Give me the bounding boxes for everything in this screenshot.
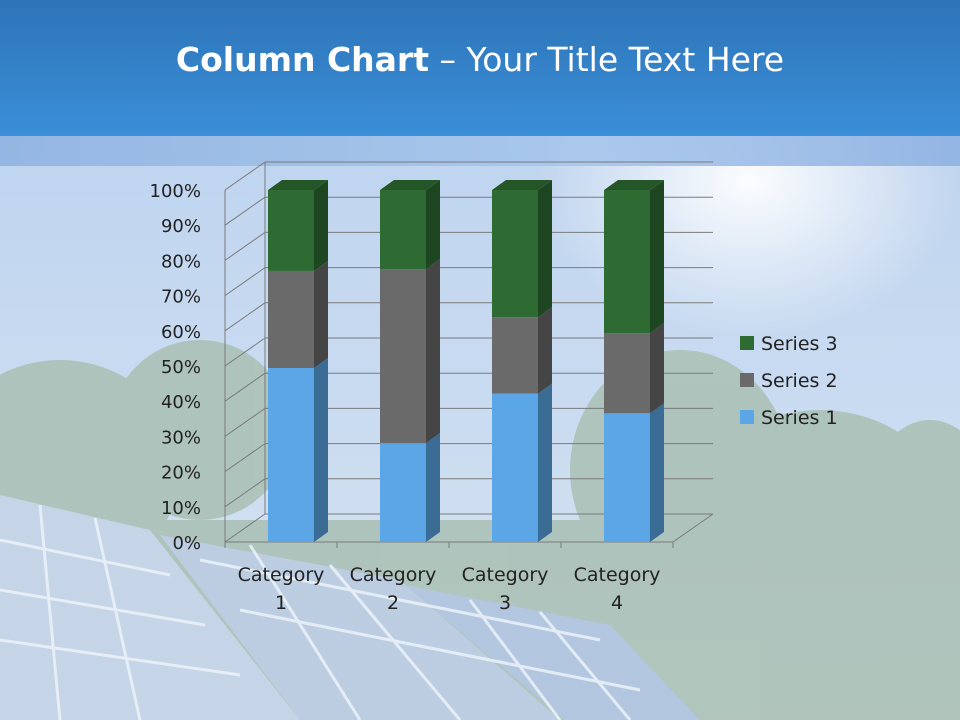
x-tick-label: Category (574, 564, 661, 586)
bar-side-1 (650, 403, 664, 542)
bar-side-2 (538, 307, 552, 394)
bar-series-2 (380, 269, 426, 444)
x-tick-label: 1 (275, 592, 287, 614)
bar-series-1 (380, 443, 426, 542)
bar-top (604, 180, 664, 190)
bar-top (268, 180, 328, 190)
bar-side-1 (426, 433, 440, 542)
bar-top (380, 180, 440, 190)
x-tick-label: Category (462, 564, 549, 586)
legend-swatch (740, 373, 754, 387)
bar-series-1 (268, 368, 314, 542)
bar-side-3 (650, 180, 664, 334)
bar-series-3 (380, 190, 426, 270)
title-bar (0, 0, 960, 136)
gridline-side (224, 267, 266, 297)
y-tick-label: 80% (161, 251, 201, 272)
bar-side-3 (314, 180, 328, 271)
y-tick-label: 30% (161, 427, 201, 448)
slide-title-bold: Column Chart (175, 40, 429, 79)
legend-label: Series 3 (761, 333, 838, 355)
bar-top (492, 180, 552, 190)
gridline-side (224, 302, 266, 332)
y-tick-label: 40% (161, 392, 201, 413)
legend-label: Series 2 (761, 370, 838, 392)
y-tick-label: 70% (161, 287, 201, 308)
bar-series-3 (268, 190, 314, 271)
bar-series-3 (492, 190, 538, 318)
bar-side-2 (314, 260, 328, 369)
bar-series-1 (492, 393, 538, 542)
bar-side-3 (426, 180, 440, 270)
slide-title-rest: – Your Title Text Here (428, 40, 785, 79)
bar-series-2 (492, 317, 538, 394)
gridline-side (224, 196, 266, 226)
bar-side-2 (426, 259, 440, 444)
gridline-side (224, 372, 266, 402)
gridline-side (224, 443, 266, 473)
gridline-side (224, 407, 266, 437)
floor-right-edge (672, 513, 714, 543)
x-tick-label: Category (350, 564, 437, 586)
bar-series-2 (604, 333, 650, 414)
bar-side-1 (314, 358, 328, 542)
x-tick-label: 3 (499, 592, 511, 614)
title-strip (0, 136, 960, 166)
slide-title: Column Chart – Your Title Text Here (0, 40, 960, 79)
gridline-side (224, 161, 266, 191)
y-tick-label: 90% (161, 216, 201, 237)
bar-side-3 (538, 180, 552, 318)
bar-series-2 (268, 270, 314, 369)
x-tick-label: Category (238, 564, 325, 586)
legend-swatch (740, 336, 754, 350)
bar-side-1 (538, 383, 552, 542)
legend-swatch (740, 410, 754, 424)
y-tick-label: 10% (161, 498, 201, 519)
bar-series-3 (604, 190, 650, 334)
y-tick-label: 60% (161, 322, 201, 343)
bar-series-1 (604, 413, 650, 542)
bar-side-2 (650, 323, 664, 414)
x-tick-label: 2 (387, 592, 399, 614)
y-tick-label: 50% (161, 357, 201, 378)
y-tick-label: 0% (172, 533, 201, 554)
y-tick-label: 100% (150, 181, 201, 202)
x-tick-label: 4 (611, 592, 623, 614)
y-tick-label: 20% (161, 463, 201, 484)
gridline-side (224, 478, 266, 508)
gridline-side (224, 337, 266, 367)
legend-label: Series 1 (761, 407, 838, 429)
gridline-side (224, 231, 266, 261)
gridline-side (224, 513, 266, 543)
